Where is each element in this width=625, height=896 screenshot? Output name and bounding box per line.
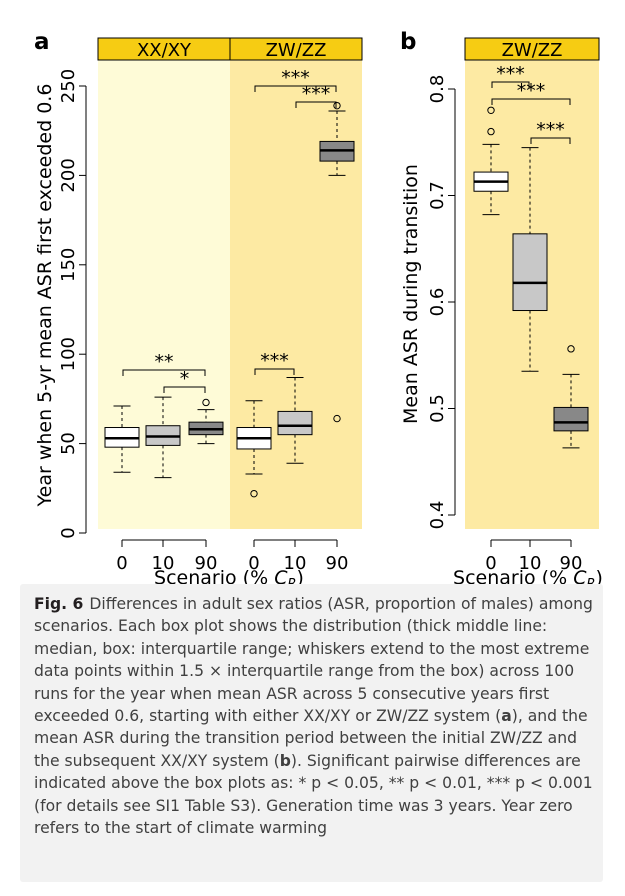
significance-label: ***: [517, 80, 546, 102]
outlier-point: [567, 345, 575, 353]
figure-caption: Fig. 6 Differences in adult sex ratios (A…: [34, 593, 600, 839]
outlier-point: [487, 127, 495, 136]
y-axis-b: 0.4 0.5 0.6 0.7 0.8 0 10 90: [427, 75, 582, 574]
y-tick-label: 150: [58, 248, 79, 282]
caption-ref-b: b: [279, 751, 291, 770]
y-tick-label: 0.6: [427, 288, 448, 317]
panel-label-a: a: [34, 29, 50, 55]
significance-label: **: [155, 351, 174, 373]
y-axis-title-a: Year when 5-yr mean ASR first exceeded 0…: [34, 84, 56, 508]
y-tick-label: 0.4: [427, 501, 448, 530]
y-tick-label: 0.5: [427, 394, 448, 423]
plot-area-b: *********: [473, 63, 589, 449]
x-tick-label: 90: [195, 553, 218, 574]
significance-label: ***: [496, 63, 525, 85]
box-scenario-90: [553, 406, 589, 432]
system-label-zw-b: ZW/ZZ: [502, 40, 563, 61]
outlier-point: [250, 489, 258, 498]
caption-text-3: ). Significant pairwise differences are …: [34, 751, 593, 838]
xx-band: [98, 60, 230, 529]
system-label-xx: XX/XY: [137, 40, 192, 61]
outlier-point: [487, 106, 495, 115]
x-tick-label: 10: [284, 553, 307, 574]
x-tick-label: 90: [560, 553, 583, 574]
outlier-point: [202, 398, 210, 407]
significance-bracket: [491, 98, 571, 105]
x-tick-label: 0: [485, 553, 496, 574]
y-tick-label: 250: [58, 69, 79, 103]
significance-label: *: [180, 368, 190, 390]
system-label-zw-a: ZW/ZZ: [266, 40, 327, 61]
x-tick-label: 90: [326, 553, 349, 574]
zw-band-a: [230, 60, 362, 529]
x-axis-title-b: Scenario (% CR): [453, 567, 603, 585]
x-tick-label: 10: [152, 553, 175, 574]
y-tick-label: 0.8: [427, 75, 448, 104]
significance-bracket: [254, 368, 295, 375]
significance-label: ***: [281, 67, 310, 89]
y-axis-title-b: Mean ASR during transition: [400, 164, 422, 424]
significance-label: ***: [260, 350, 289, 372]
y-tick-label: 200: [58, 158, 79, 192]
significance-label: ***: [536, 119, 565, 141]
significance-bracket: [295, 101, 337, 108]
significance-bracket: [530, 137, 571, 144]
x-axis-title-a: Scenario (% CR): [154, 567, 304, 585]
significance-bracket: [122, 369, 206, 376]
plot-area-a: ************: [104, 67, 355, 498]
y-axis-a: 0 50 100 150 200 250 0 10 90 0 10 90: [58, 69, 348, 574]
x-tick-label: 0: [248, 553, 259, 574]
panel-b: b ZW/ZZ 0.40.50.60.70.80 10 90 ********* M…: [400, 29, 603, 585]
y-tick-label: 100: [58, 337, 79, 371]
caption-ref-a: a: [501, 707, 512, 726]
caption-text-2: ), and the mean ASR during the transitio…: [34, 707, 588, 770]
panel-label-b: b: [400, 29, 416, 55]
y-tick-label: 0.7: [427, 181, 448, 210]
caption-box: [20, 584, 603, 882]
x-tick-label: 10: [519, 553, 542, 574]
significance-bracket: [491, 81, 530, 88]
y-tick-label: 0: [58, 527, 79, 538]
outlier-point: [333, 414, 341, 423]
header-zw-a: [229, 37, 363, 61]
box-scenario-10: [277, 410, 313, 436]
significance-label: ***: [302, 83, 331, 105]
y-tick-label: 50: [58, 432, 79, 455]
header-zw-b: [464, 37, 600, 61]
outlier-point: [333, 101, 341, 110]
caption-figure-label: Fig. 6: [34, 595, 84, 613]
caption-text-1: Differences in adult sex ratios (ASR, pr…: [34, 595, 593, 726]
box-scenario-10: [512, 233, 548, 312]
significance-bracket: [163, 386, 206, 393]
x-tick-label: 0: [116, 553, 127, 574]
significance-bracket: [254, 85, 337, 92]
